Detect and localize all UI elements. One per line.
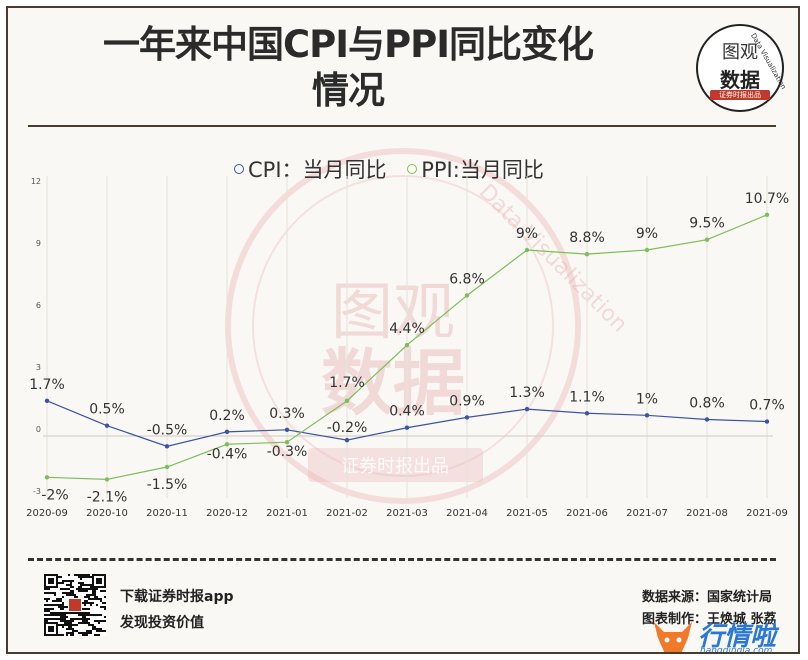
y-tick-label: 6 — [36, 301, 41, 310]
data-label-ppi: 1.7% — [329, 375, 365, 391]
line-chart: -3 0 3 6 9 12 2020-09 2020-10 2020-11 2020-12 2021… — [26, 176, 789, 519]
legend-item-cpi[interactable]: CPI：当月同比 — [234, 154, 387, 184]
title-line-2: 情况 — [312, 69, 385, 112]
data-point — [284, 440, 290, 445]
data-source: 数据来源：国家统计局 — [642, 590, 773, 605]
data-label-cpi: 0.8% — [689, 395, 725, 411]
data-label-cpi: 0.9% — [449, 393, 485, 409]
data-point — [584, 411, 590, 416]
brand-logo: Data Visualization 图观 数据 证券时报出品 — [696, 24, 788, 112]
data-label-ppi: -1.5% — [147, 477, 188, 493]
x-tick-label: 2021-03 — [386, 508, 428, 519]
data-label-cpi: -0.5% — [147, 422, 188, 438]
x-tick-label: 2020-09 — [26, 508, 68, 519]
data-point — [704, 237, 710, 242]
legend-marker-ppi — [407, 164, 418, 174]
data-label-ppi: 4.4% — [389, 321, 425, 337]
x-tick-label: 2021-01 — [266, 508, 308, 519]
data-label-ppi: 6.8% — [449, 271, 485, 287]
data-label-cpi: 0.4% — [389, 404, 425, 420]
data-point — [644, 413, 650, 418]
logo-line-2: 数据 — [720, 68, 760, 92]
data-point — [644, 247, 650, 253]
data-point — [404, 342, 410, 348]
data-point — [44, 475, 50, 480]
data-point — [404, 425, 410, 430]
data-label-ppi: -2.1% — [87, 489, 128, 505]
x-tick-label: 2020-12 — [206, 508, 248, 519]
x-tick-label: 2021-08 — [686, 508, 728, 519]
data-label-cpi: 1.1% — [569, 389, 605, 405]
legend-label-ppi: PPI:当月同比 — [421, 158, 544, 182]
y-tick-label: 3 — [36, 363, 41, 372]
data-point — [584, 251, 590, 257]
data-label-ppi: 9% — [636, 226, 658, 242]
data-point — [344, 437, 350, 443]
data-label-ppi: 9.5% — [689, 216, 725, 232]
data-point — [344, 398, 350, 404]
data-label-cpi: 0.2% — [209, 408, 245, 424]
x-tick-label: 2021-09 — [746, 508, 788, 519]
data-point — [164, 464, 170, 470]
chart-legend: CPI：当月同比 PPI:当月同比 — [234, 154, 558, 184]
x-tick-label: 2020-11 — [146, 508, 188, 519]
x-tick-label: 2020-10 — [86, 508, 128, 519]
data-label-cpi: 0.7% — [749, 398, 785, 414]
data-point — [764, 419, 770, 424]
legend-label-cpi: CPI：当月同比 — [248, 158, 387, 182]
data-point — [464, 415, 470, 420]
data-label-ppi: -0.3% — [267, 444, 308, 460]
qr-code-icon[interactable] — [44, 574, 106, 636]
x-tick-label: 2021-02 — [326, 508, 368, 519]
data-point — [104, 423, 110, 428]
data-label-cpi: 1% — [636, 391, 658, 407]
x-tick-label: 2021-06 — [566, 508, 608, 519]
data-point — [704, 417, 710, 422]
slogan-text: 发现投资价值 — [120, 615, 204, 631]
page-title: 一年来中国CPI与PPI同比变化 情况 — [68, 22, 628, 114]
legend-item-ppi[interactable]: PPI:当月同比 — [407, 154, 544, 184]
infographic-card: 一年来中国CPI与PPI同比变化 情况 Data Visualization 图… — [6, 6, 800, 654]
data-label-cpi: 1.3% — [509, 385, 545, 401]
logo-badge: 证券时报出品 — [710, 90, 770, 100]
title-line-1: 一年来中国CPI与PPI同比变化 — [102, 23, 594, 66]
logo-line-1: 图观 — [722, 42, 758, 63]
data-label-ppi: -0.4% — [207, 446, 248, 462]
data-label-ppi: 8.8% — [569, 230, 605, 246]
data-point — [104, 477, 110, 482]
bull-logo-icon — [654, 622, 692, 652]
data-point — [164, 444, 170, 449]
y-tick-label: 9 — [36, 239, 41, 248]
data-point — [44, 398, 50, 404]
x-tick-label: 2021-07 — [626, 508, 668, 519]
legend-marker-cpi — [234, 164, 244, 174]
data-label-ppi: 10.7% — [745, 191, 789, 207]
y-tick-label: 12 — [31, 177, 41, 186]
data-point — [524, 247, 530, 253]
data-point — [284, 427, 290, 432]
header-divider — [28, 125, 776, 127]
data-point — [524, 406, 530, 412]
y-tick-label: 0 — [36, 425, 41, 434]
brand-name: 行情啦 — [698, 622, 777, 652]
data-label-cpi: 0.3% — [269, 406, 305, 422]
data-label-cpi: 0.5% — [89, 402, 125, 418]
footer-divider — [28, 558, 776, 561]
brand-url: hangqingla.com — [700, 646, 773, 654]
data-label-ppi: -2% — [41, 487, 68, 503]
site-brand[interactable]: 行情啦 hangqingla.com — [648, 614, 798, 654]
data-point — [224, 429, 230, 435]
data-point — [764, 212, 770, 218]
download-app-text[interactable]: 下载证券时报app — [120, 589, 234, 605]
x-tick-label: 2021-04 — [446, 508, 488, 519]
data-label-cpi: 1.7% — [29, 377, 65, 393]
x-tick-label: 2021-05 — [506, 508, 548, 519]
chart-author: 图表制作：王焕城 张荔 — [642, 612, 777, 627]
data-label-ppi: 9% — [516, 226, 538, 242]
data-point — [224, 442, 230, 447]
y-tick-label: -3 — [33, 487, 41, 496]
data-point — [464, 293, 470, 298]
data-label-cpi: -0.2% — [327, 420, 368, 436]
